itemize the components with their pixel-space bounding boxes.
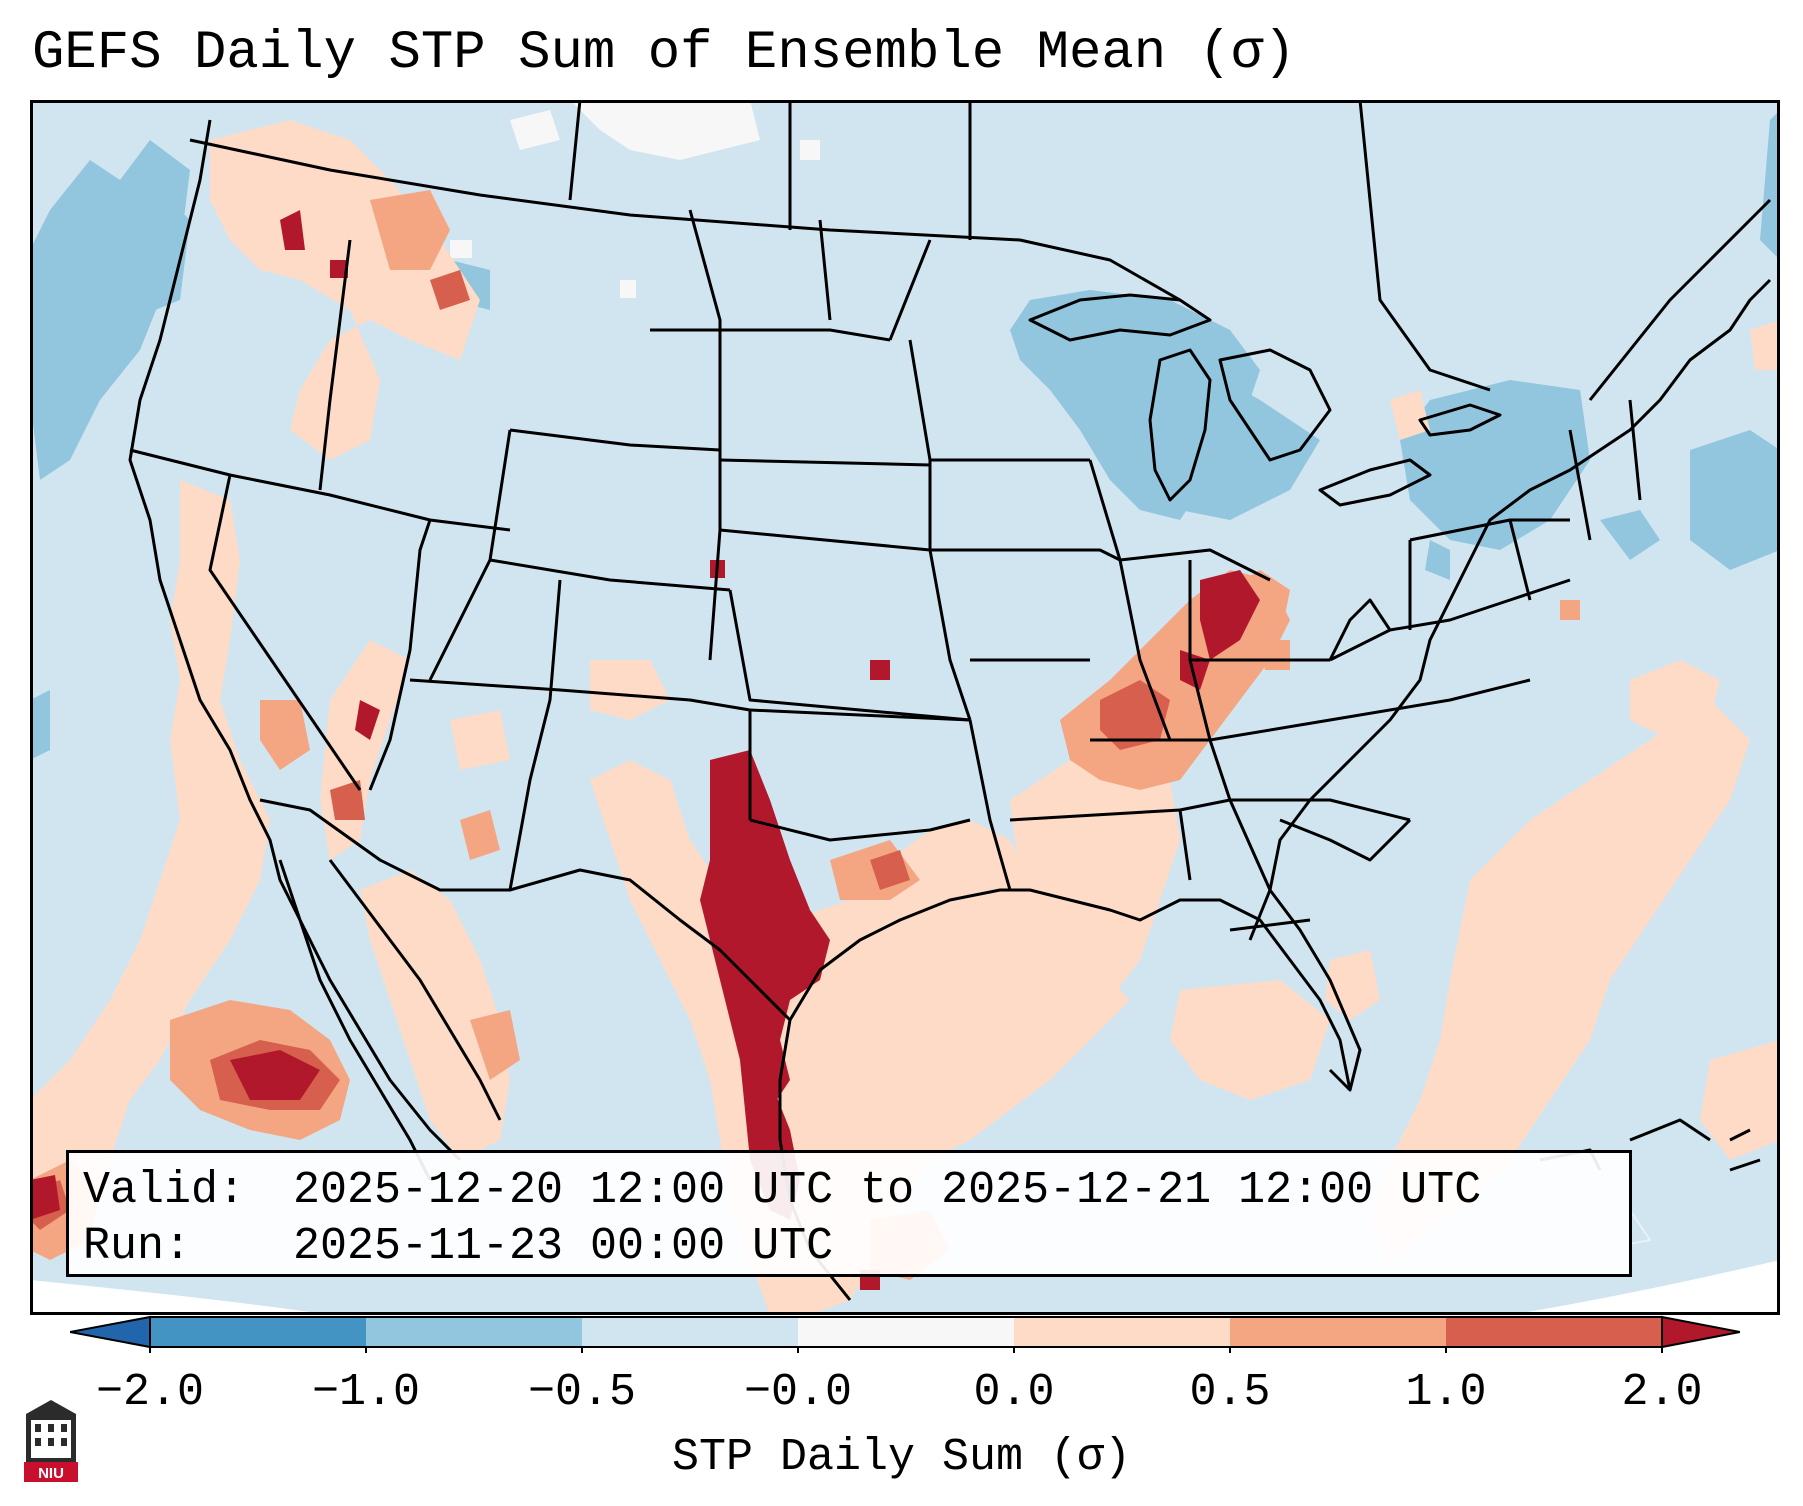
- colorbar-tick-3: −0.0: [743, 1367, 853, 1418]
- map-frame: [30, 100, 1780, 1315]
- colorbar-segment-5: [1230, 1317, 1447, 1347]
- colorbar-segment-2: [582, 1317, 799, 1347]
- valid-row: Valid: 2025-12-20 12:00 UTC to 2025-12-2…: [83, 1163, 1615, 1219]
- niu-logo: NIU: [22, 1396, 80, 1484]
- colorbar: [70, 1313, 1740, 1353]
- colorbar-segment-1: [366, 1317, 583, 1347]
- niu-logo-text: NIU: [38, 1465, 64, 1482]
- colorbar-segment-4: [1014, 1317, 1231, 1347]
- colorbar-tick-4: 0.0: [973, 1367, 1055, 1418]
- info-box: Valid: 2025-12-20 12:00 UTC to 2025-12-2…: [66, 1150, 1632, 1277]
- colorbar-frame: [149, 1316, 1663, 1348]
- map-canvas: [30, 100, 1780, 1315]
- colorbar-tick-7: 2.0: [1621, 1367, 1703, 1418]
- colorbar-tick-5: 0.5: [1189, 1367, 1271, 1418]
- negative-anomaly-areas: [30, 110, 1780, 760]
- colorbar-extend-low: [70, 1315, 151, 1349]
- colorbar-tick-2: −0.5: [527, 1367, 637, 1418]
- projection-edge-left: [30, 1280, 330, 1315]
- niu-logo-icon: NIU: [24, 1400, 78, 1482]
- colorbar-svg: [70, 1315, 1740, 1353]
- run-label: Run:: [83, 1221, 192, 1272]
- run-value: 2025-11-23 00:00 UTC: [293, 1221, 834, 1272]
- colorbar-extend-high: [1661, 1315, 1740, 1349]
- boundaries: [128, 100, 1772, 1301]
- colorbar-tick-0: −2.0: [95, 1367, 205, 1418]
- valid-label: Valid:: [83, 1165, 246, 1216]
- map-panel: [30, 100, 1780, 1315]
- run-row: Run: 2025-11-23 00:00 UTC: [83, 1219, 1615, 1275]
- page-title: GEFS Daily STP Sum of Ensemble Mean (σ): [32, 23, 1296, 84]
- projection-edge-right: [1510, 1260, 1780, 1315]
- positive-anomaly-extreme: [30, 210, 1260, 1290]
- colorbar-segment-3: [798, 1317, 1015, 1347]
- colorbar-segment-0: [150, 1317, 367, 1347]
- valid-value: 2025-12-20 12:00 UTC to 2025-12-21 12:00…: [293, 1165, 1482, 1216]
- colorbar-label: STP Daily Sum (σ): [671, 1432, 1132, 1483]
- colorbar-segment-6: [1446, 1317, 1663, 1347]
- colorbar-tick-1: −1.0: [311, 1367, 421, 1418]
- colorbar-tick-6: 1.0: [1405, 1367, 1487, 1418]
